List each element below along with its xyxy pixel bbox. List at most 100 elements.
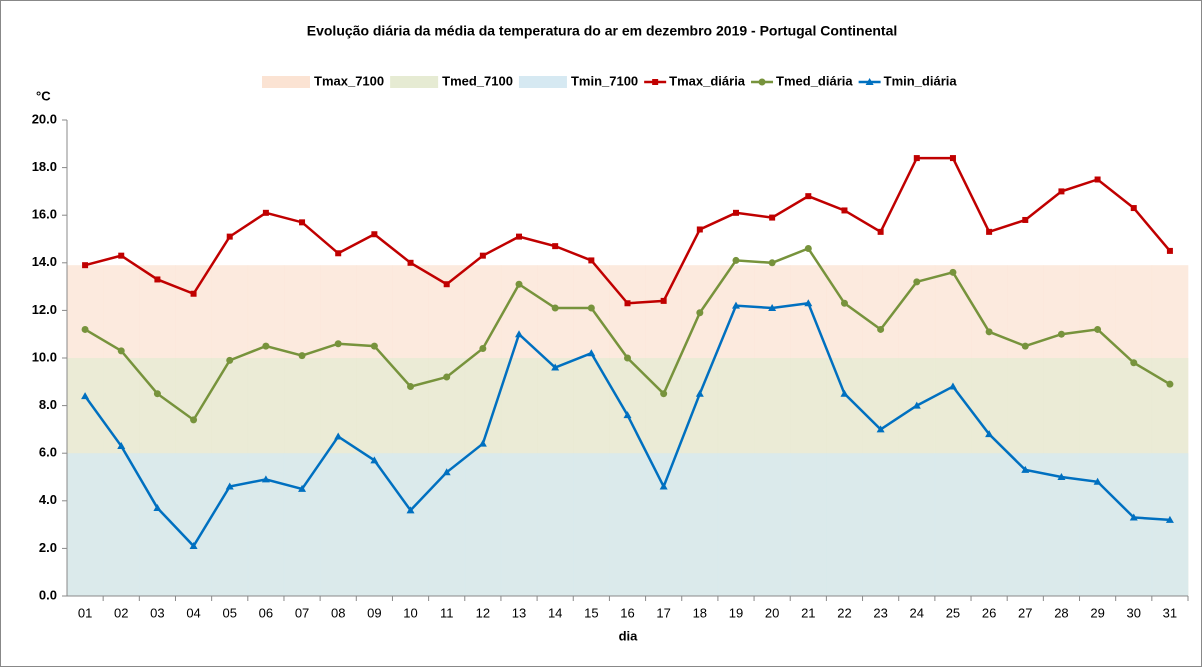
marker bbox=[660, 297, 667, 304]
marker bbox=[335, 250, 342, 257]
legend-label: Tmin_diária bbox=[884, 73, 958, 88]
marker bbox=[985, 328, 993, 336]
x-tick-label: 31 bbox=[1163, 605, 1177, 620]
area-segment bbox=[1151, 453, 1189, 596]
x-tick-label: 14 bbox=[548, 605, 562, 620]
marker bbox=[261, 475, 270, 483]
area-segment bbox=[681, 453, 719, 596]
marker bbox=[587, 304, 595, 312]
marker bbox=[226, 356, 234, 364]
marker bbox=[225, 482, 234, 490]
marker bbox=[515, 330, 524, 338]
marker bbox=[623, 411, 632, 419]
marker bbox=[758, 78, 766, 86]
marker bbox=[913, 155, 920, 162]
x-tick-label: 08 bbox=[331, 605, 345, 620]
marker bbox=[660, 390, 668, 398]
marker bbox=[986, 228, 993, 235]
area-segment bbox=[537, 453, 574, 596]
x-tick-label: 06 bbox=[259, 605, 273, 620]
area-segment bbox=[898, 453, 936, 596]
x-tick-label: 23 bbox=[873, 605, 887, 620]
marker bbox=[840, 299, 848, 307]
y-tick-label: 4.0 bbox=[39, 492, 57, 507]
marker bbox=[443, 281, 450, 288]
marker bbox=[1166, 380, 1174, 388]
marker bbox=[226, 233, 233, 240]
marker bbox=[515, 280, 523, 288]
marker bbox=[696, 226, 703, 233]
marker bbox=[876, 425, 885, 433]
marker bbox=[732, 209, 739, 216]
marker bbox=[913, 278, 921, 286]
marker bbox=[262, 209, 269, 216]
marker bbox=[840, 389, 849, 397]
marker bbox=[190, 290, 197, 297]
marker bbox=[949, 155, 956, 162]
x-tick-label: 01 bbox=[78, 605, 92, 620]
x-tick-label: 24 bbox=[910, 605, 924, 620]
area-segment bbox=[392, 453, 429, 596]
areas bbox=[67, 265, 1189, 596]
area-segment bbox=[826, 453, 863, 596]
area-segment bbox=[971, 453, 1008, 596]
marker bbox=[407, 259, 414, 266]
y-tick-label: 10.0 bbox=[32, 349, 57, 364]
marker bbox=[1094, 176, 1101, 183]
marker bbox=[768, 304, 777, 312]
legend-swatch bbox=[390, 76, 439, 88]
y-tick-label: 12.0 bbox=[32, 302, 57, 317]
marker bbox=[478, 439, 487, 447]
marker bbox=[865, 78, 874, 85]
marker bbox=[334, 432, 343, 440]
x-tick-label: 17 bbox=[656, 605, 670, 620]
marker bbox=[948, 382, 957, 390]
legend-label: Tmed_7100 bbox=[442, 73, 513, 88]
marker bbox=[1022, 216, 1029, 223]
x-tick-label: 02 bbox=[114, 605, 128, 620]
marker bbox=[118, 252, 125, 259]
area-segment bbox=[573, 453, 610, 596]
legend-label: Tmin_7100 bbox=[571, 73, 638, 88]
marker bbox=[81, 325, 89, 333]
marker bbox=[768, 259, 776, 267]
x-axis-label: dia bbox=[619, 628, 639, 643]
marker bbox=[949, 268, 957, 276]
x-tick-label: 21 bbox=[801, 605, 815, 620]
x-tick-label: 15 bbox=[584, 605, 598, 620]
area-segment bbox=[609, 453, 646, 596]
marker bbox=[552, 243, 559, 250]
x-tick-label: 16 bbox=[620, 605, 634, 620]
axes: 0.0 2.0 4.0 6.0 8.0 10.0 12.0 14.0 16.0 18.0 20.0 0… bbox=[32, 111, 1189, 620]
marker bbox=[117, 442, 126, 450]
marker bbox=[985, 430, 994, 438]
marker bbox=[479, 252, 486, 259]
marker bbox=[695, 389, 704, 397]
area-segment bbox=[103, 453, 140, 596]
marker bbox=[652, 79, 659, 85]
area-segment bbox=[464, 453, 502, 596]
area-segment bbox=[428, 453, 466, 596]
marker bbox=[334, 340, 342, 348]
marker bbox=[1058, 188, 1065, 195]
marker bbox=[551, 363, 560, 371]
marker bbox=[117, 347, 125, 355]
y-tick-label: 16.0 bbox=[32, 207, 57, 222]
y-tick-label: 6.0 bbox=[39, 445, 57, 460]
x-tick-label: 11 bbox=[440, 605, 454, 620]
x-tick-label: 04 bbox=[186, 605, 200, 620]
y-tick-label: 8.0 bbox=[39, 397, 57, 412]
marker bbox=[371, 231, 378, 238]
x-tick-label: 03 bbox=[150, 605, 164, 620]
marker bbox=[1094, 325, 1102, 333]
area-segment bbox=[500, 453, 538, 596]
marker bbox=[370, 342, 378, 350]
marker bbox=[1130, 205, 1137, 212]
marker bbox=[189, 542, 198, 550]
marker bbox=[1165, 515, 1174, 523]
marker bbox=[82, 262, 89, 269]
x-tick-label: 30 bbox=[1127, 605, 1141, 620]
y-axis-label: °C bbox=[36, 88, 51, 103]
marker bbox=[804, 245, 812, 253]
